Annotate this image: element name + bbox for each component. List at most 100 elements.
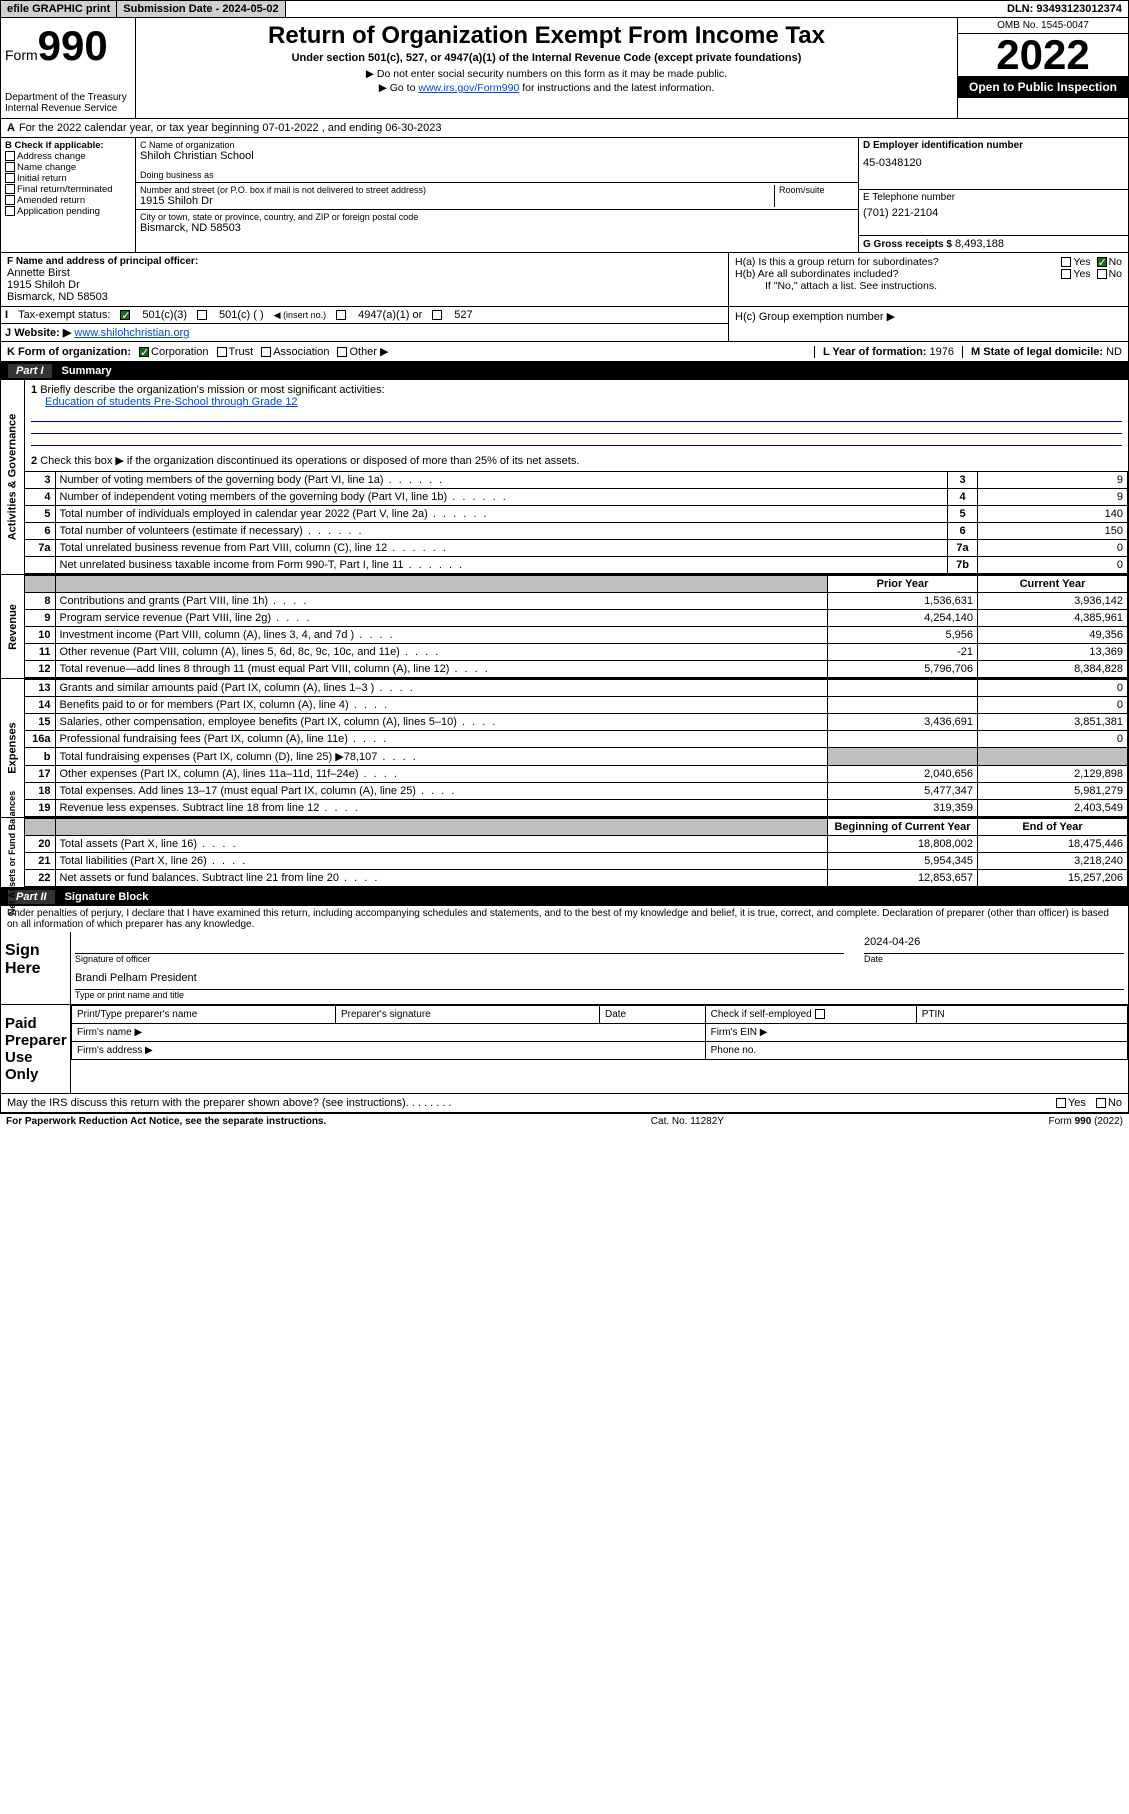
cb-self-employed[interactable]: [815, 1009, 825, 1019]
cb-4947[interactable]: [336, 310, 346, 320]
line-desc: Total number of individuals employed in …: [55, 506, 948, 523]
line-num: 21: [25, 853, 55, 870]
cb-527[interactable]: [432, 310, 442, 320]
line-val: 9: [978, 472, 1128, 489]
cb-trust[interactable]: [217, 347, 227, 357]
line-box: 5: [948, 506, 978, 523]
telephone-value: (701) 221-2104: [863, 207, 1124, 219]
section-expenses: Expenses 13 Grants and similar amounts p…: [0, 679, 1129, 818]
cb-application-pending[interactable]: Application pending: [17, 206, 100, 217]
line-desc: Salaries, other compensation, employee b…: [55, 714, 828, 731]
line-desc: Grants and similar amounts paid (Part IX…: [55, 680, 828, 697]
line-num: 17: [25, 766, 55, 783]
box-f-label: F Name and address of principal officer:: [7, 256, 722, 267]
curr-val: 0: [978, 731, 1128, 748]
cb-discuss-no[interactable]: [1096, 1098, 1106, 1108]
paid-preparer-block: Paid Preparer Use Only Print/Type prepar…: [0, 1005, 1129, 1094]
cb-name-change[interactable]: Name change: [17, 162, 76, 173]
cb-other[interactable]: [337, 347, 347, 357]
page-footer: For Paperwork Reduction Act Notice, see …: [0, 1113, 1129, 1129]
curr-val: 18,475,446: [978, 836, 1128, 853]
line-num: 4: [25, 489, 55, 506]
form-label: Form: [5, 47, 38, 63]
curr-val: 0: [978, 680, 1128, 697]
firm-name-label: Firm's name ▶: [72, 1024, 706, 1042]
sidetab-revenue: Revenue: [7, 604, 19, 650]
pp-sig-label: Preparer's signature: [336, 1006, 600, 1024]
irs-discuss-row: May the IRS discuss this return with the…: [0, 1094, 1129, 1113]
cb-address-change[interactable]: Address change: [17, 151, 86, 162]
line-num: 6: [25, 523, 55, 540]
section-revenue: Revenue Prior YearCurrent Year8 Contribu…: [0, 575, 1129, 679]
mission-text[interactable]: Education of students Pre-School through…: [45, 396, 298, 408]
irs-label: Internal Revenue Service: [5, 103, 131, 114]
printed-name-label: Type or print name and title: [75, 990, 1124, 1000]
line1-label: Briefly describe the organization's miss…: [40, 384, 384, 396]
line-desc: Total number of volunteers (estimate if …: [55, 523, 948, 540]
line-desc: Total liabilities (Part X, line 26) . . …: [55, 853, 828, 870]
ha-label: H(a) Is this a group return for subordin…: [735, 256, 1061, 268]
ha-yes-cb[interactable]: [1061, 257, 1071, 267]
line-num: b: [25, 748, 55, 766]
tax-year: 2022: [958, 34, 1128, 76]
website-link[interactable]: www.shilohchristian.org: [74, 327, 189, 339]
prior-val: 5,954,345: [828, 853, 978, 870]
line-val: 150: [978, 523, 1128, 540]
form-title: Return of Organization Exempt From Incom…: [140, 22, 953, 50]
curr-val: 13,369: [978, 644, 1128, 661]
irs-link[interactable]: www.irs.gov/Form990: [418, 82, 519, 94]
hb-note: If "No," attach a list. See instructions…: [735, 280, 1122, 292]
box-e-label: E Telephone number: [863, 192, 1124, 203]
officer-addr1: 1915 Shiloh Dr: [7, 279, 722, 291]
pra-notice: For Paperwork Reduction Act Notice, see …: [6, 1116, 326, 1127]
block-ij: I Tax-exempt status: 501(c)(3) 501(c) ( …: [0, 307, 1129, 342]
cb-discuss-yes[interactable]: [1056, 1098, 1066, 1108]
sig-date: 2024-04-26: [864, 936, 1124, 954]
efile-print-btn[interactable]: efile GRAPHIC print: [1, 1, 117, 17]
hb-yes-cb[interactable]: [1061, 269, 1071, 279]
hc-label: H(c) Group exemption number ▶: [735, 310, 1122, 323]
line-num: 14: [25, 697, 55, 714]
cb-corp[interactable]: [139, 347, 149, 357]
cat-no: Cat. No. 11282Y: [651, 1116, 724, 1127]
line-desc: Number of voting members of the governin…: [55, 472, 948, 489]
line-num: 22: [25, 870, 55, 887]
year-formation: 1976: [930, 346, 954, 358]
ha-no-cb[interactable]: [1097, 257, 1107, 267]
hb-no-cb[interactable]: [1097, 269, 1107, 279]
cb-amended-return[interactable]: Amended return: [17, 195, 85, 206]
row-i-label: Tax-exempt status:: [18, 309, 110, 321]
line-num: 18: [25, 783, 55, 800]
cb-initial-return[interactable]: Initial return: [17, 173, 67, 184]
cb-501c[interactable]: [197, 310, 207, 320]
prior-val: [828, 731, 978, 748]
line-num: 11: [25, 644, 55, 661]
cb-final-return[interactable]: Final return/terminated: [17, 184, 113, 195]
curr-val: 3,936,142: [978, 593, 1128, 610]
org-address: 1915 Shiloh Dr: [140, 195, 774, 207]
block-fh: F Name and address of principal officer:…: [0, 253, 1129, 307]
curr-val: 49,356: [978, 627, 1128, 644]
line-desc: Total expenses. Add lines 13–17 (must eq…: [55, 783, 828, 800]
phone-label: Phone no.: [705, 1042, 1127, 1060]
section-activities-governance: Activities & Governance 1 Briefly descri…: [0, 380, 1129, 575]
prior-val: [828, 697, 978, 714]
sign-here-label: Sign Here: [1, 932, 71, 1004]
line-desc: Other revenue (Part VIII, column (A), li…: [55, 644, 828, 661]
line-num: 10: [25, 627, 55, 644]
officer-addr2: Bismarck, ND 58503: [7, 291, 722, 303]
line-box: 4: [948, 489, 978, 506]
sig-date-label: Date: [864, 954, 1124, 964]
line-num: 16a: [25, 731, 55, 748]
line-desc: Contributions and grants (Part VIII, lin…: [55, 593, 828, 610]
submission-date: Submission Date - 2024-05-02: [117, 1, 285, 17]
pp-ptin-label: PTIN: [916, 1006, 1127, 1024]
cb-assoc[interactable]: [261, 347, 271, 357]
cb-501c3[interactable]: [120, 310, 130, 320]
part1-header: Part ISummary: [0, 362, 1129, 380]
addr-label: Number and street (or P.O. box if mail i…: [140, 185, 774, 195]
curr-val: 5,981,279: [978, 783, 1128, 800]
line-num: 20: [25, 836, 55, 853]
box-g-label: G Gross receipts $: [863, 239, 952, 250]
paid-preparer-label: Paid Preparer Use Only: [1, 1005, 71, 1093]
